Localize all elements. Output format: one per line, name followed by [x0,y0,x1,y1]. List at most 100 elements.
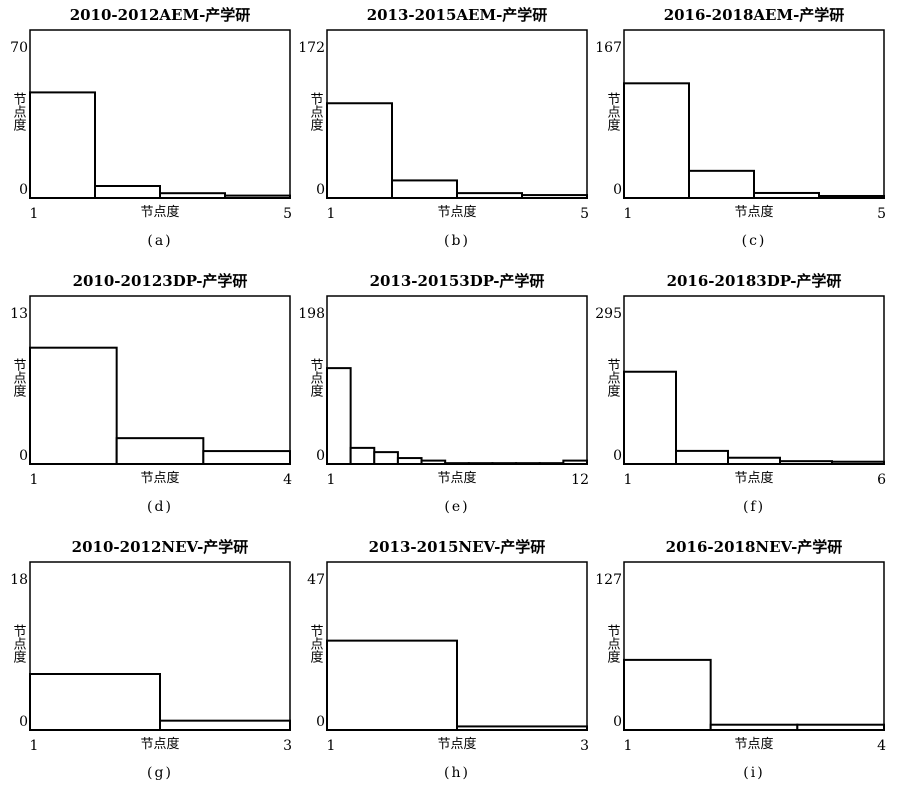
y-tick-label: 47 [307,572,325,588]
y-tick-label: 0 [316,448,325,464]
y-axis-label: 节点度 [11,624,27,663]
chart-title: 2013-20153DP-产学研 [370,272,545,290]
bar [623,82,690,199]
y-axis-label: 节点度 [308,624,324,663]
y-tick-label: 0 [316,714,325,730]
x-axis-label: 节点度 [140,736,179,752]
bar [29,91,96,199]
y-axis-label: 节点度 [11,358,27,397]
y-tick-label: 70 [10,40,28,56]
x-tick-label: 1 [327,472,336,488]
bar [688,169,755,199]
bar [94,185,161,199]
y-tick-label: 18 [10,572,28,588]
plot-frame [623,561,885,731]
x-axis-label: 节点度 [140,204,179,220]
y-axis-label: 节点度 [605,358,621,397]
x-axis-label: 节点度 [437,736,476,752]
plot-frame [29,29,291,199]
y-tick-label: 0 [613,448,622,464]
y-tick-label: 198 [298,306,325,322]
bar [391,179,458,200]
chart-title: 2010-2012AEM-产学研 [70,6,251,24]
y-axis-label: 节点度 [605,624,621,663]
x-axis-label: 节点度 [734,470,773,486]
y-tick-label: 0 [19,714,28,730]
bar [675,449,729,466]
chart-title: 2016-2018NEV-产学研 [666,538,843,556]
chart-title: 2016-20183DP-产学研 [667,272,842,290]
plot-frame [29,561,291,731]
y-tick-label: 0 [613,182,622,198]
x-tick-label: 1 [624,472,633,488]
bar [202,450,291,466]
y-tick-label: 172 [298,40,325,56]
x-tick-label: 5 [283,206,292,222]
x-tick-label: 3 [580,738,589,754]
x-axis-label: 节点度 [734,736,773,752]
plot-frame [623,29,885,199]
bar [29,346,118,466]
caption: (b) [444,233,470,249]
plot-frame [29,295,291,465]
x-axis-label: 节点度 [734,204,773,220]
x-tick-label: 1 [30,472,39,488]
x-tick-label: 1 [624,738,633,754]
x-tick-label: 1 [624,206,633,222]
bar [396,457,423,466]
bar [753,191,820,200]
plot-frame [326,561,588,731]
caption: (f) [743,499,765,515]
caption: (d) [147,499,173,515]
x-tick-label: 5 [877,206,886,222]
y-tick-label: 0 [19,182,28,198]
y-tick-label: 127 [595,572,622,588]
bar [709,723,799,732]
chart-title: 2010-2012NEV-产学研 [72,538,249,556]
y-axis-label: 节点度 [308,358,324,397]
x-tick-label: 3 [283,738,292,754]
x-tick-label: 1 [30,738,39,754]
y-tick-label: 167 [595,40,622,56]
chart-title: 2013-2015AEM-产学研 [367,6,548,24]
y-tick-label: 13 [10,306,28,322]
x-tick-label: 1 [30,206,39,222]
chart-title: 2010-20123DP-产学研 [73,272,248,290]
x-tick-label: 4 [877,738,886,754]
x-tick-label: 1 [327,738,336,754]
x-tick-label: 6 [877,472,886,488]
bar [349,446,376,465]
x-tick-label: 1 [327,206,336,222]
bar [796,723,885,732]
bar [326,639,458,732]
bar [373,451,399,466]
plot-frame [326,295,588,465]
bar [326,102,393,199]
caption: (g) [147,765,173,781]
x-axis-label: 节点度 [140,470,179,486]
y-axis-label: 节点度 [308,92,324,131]
plot-frame [623,295,885,465]
x-tick-label: 4 [283,472,292,488]
caption: (a) [147,233,172,249]
y-tick-label: 0 [19,448,28,464]
plot-frame [326,29,588,199]
y-axis-label: 节点度 [605,92,621,131]
bar [326,367,352,465]
x-axis-label: 节点度 [437,470,476,486]
chart-title: 2016-2018AEM-产学研 [664,6,845,24]
bar [29,673,161,731]
bar [727,456,781,466]
y-axis-label: 节点度 [11,92,27,131]
caption: (h) [444,765,470,781]
y-tick-label: 0 [613,714,622,730]
x-axis-label: 节点度 [437,204,476,220]
y-tick-label: 0 [316,182,325,198]
bar [623,658,712,732]
caption: (e) [444,499,469,515]
y-tick-label: 295 [595,306,622,322]
caption: (c) [742,233,767,249]
bar [623,370,677,465]
